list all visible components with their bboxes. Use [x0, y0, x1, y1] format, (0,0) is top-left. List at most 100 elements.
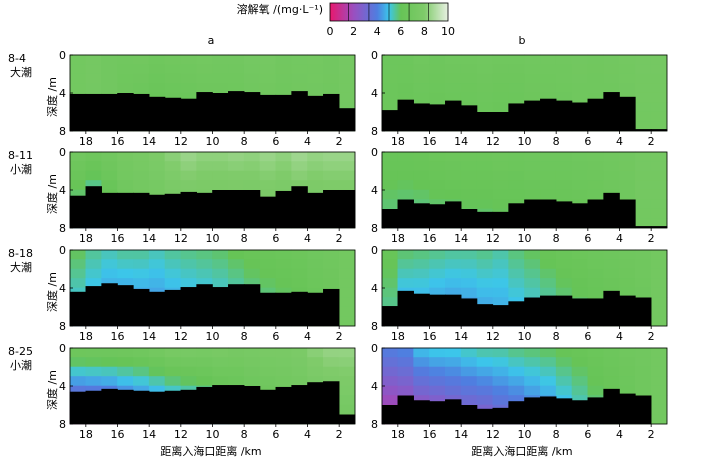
do-cell	[164, 357, 182, 368]
do-cell	[117, 64, 134, 75]
do-cell	[650, 121, 668, 132]
do-cell	[650, 64, 668, 75]
x-tick-label: 6	[272, 330, 279, 343]
do-cell	[338, 249, 356, 260]
seabed-bar	[133, 93, 150, 131]
do-cell	[635, 92, 652, 103]
do-cell	[275, 366, 292, 377]
do-cell	[101, 161, 118, 172]
do-cell	[476, 189, 494, 200]
do-cell	[524, 385, 541, 396]
do-cell	[603, 180, 620, 191]
seabed-bar	[85, 93, 102, 131]
do-cell	[540, 385, 557, 396]
do-cell	[397, 259, 414, 270]
do-cell	[291, 54, 308, 65]
do-cell	[445, 161, 462, 172]
do-cell	[635, 161, 652, 172]
x-tick-label: 16	[111, 135, 125, 148]
do-cell	[492, 385, 509, 396]
do-cell	[555, 249, 573, 260]
do-cell	[381, 64, 399, 75]
do-cell	[381, 287, 399, 298]
do-cell	[524, 278, 541, 289]
seabed-bar	[85, 390, 102, 424]
do-cell	[148, 347, 166, 358]
do-cell	[397, 366, 414, 377]
seabed-bar	[555, 295, 573, 326]
do-cell	[635, 366, 652, 377]
do-cell	[445, 278, 462, 289]
do-cell	[429, 161, 446, 172]
do-cell	[508, 83, 525, 94]
do-cell	[635, 259, 652, 270]
do-cell	[307, 170, 324, 181]
seabed-bar	[635, 129, 652, 131]
do-cell	[338, 64, 356, 75]
do-cell	[117, 268, 134, 279]
do-cell	[524, 64, 541, 75]
do-cell	[212, 54, 229, 65]
do-cell	[69, 268, 87, 279]
do-cell	[571, 83, 589, 94]
do-cell	[445, 189, 462, 200]
x-tick-label: 2	[648, 232, 655, 245]
do-cell	[587, 180, 604, 191]
do-cell	[397, 357, 414, 368]
do-cell	[587, 73, 604, 84]
do-cell	[445, 180, 462, 191]
seabed-bar	[101, 93, 118, 131]
do-cell	[180, 376, 197, 387]
seabed-bar	[460, 209, 478, 228]
do-cell	[619, 83, 636, 94]
do-cell	[650, 180, 668, 191]
do-cell	[492, 287, 509, 298]
do-cell	[117, 249, 134, 260]
x-tick-label: 10	[518, 232, 532, 245]
do-cell	[650, 316, 668, 327]
do-cell	[133, 161, 150, 172]
do-cell	[619, 189, 636, 200]
do-cell	[413, 249, 430, 260]
do-cell	[460, 170, 478, 181]
do-cell	[650, 259, 668, 270]
do-cell	[524, 259, 541, 270]
x-tick-label: 12	[486, 135, 500, 148]
do-cell	[460, 278, 478, 289]
do-cell	[196, 268, 213, 279]
do-cell	[413, 73, 430, 84]
do-cell	[101, 54, 118, 65]
do-cell	[243, 366, 261, 377]
do-cell	[180, 151, 197, 162]
do-cell	[508, 170, 525, 181]
do-cell	[619, 180, 636, 191]
do-cell	[587, 385, 604, 396]
colorbar-tick-label: 6	[397, 25, 404, 38]
x-tick-label: 4	[616, 232, 623, 245]
do-cell	[492, 180, 509, 191]
do-cell	[603, 376, 620, 387]
do-cell	[571, 376, 589, 387]
do-cell	[635, 208, 652, 219]
do-cell	[587, 170, 604, 181]
do-cell	[413, 268, 430, 279]
x-tick-label: 8	[241, 330, 248, 343]
do-cell	[275, 180, 292, 191]
seabed-bar	[650, 129, 668, 131]
do-cell	[85, 376, 102, 387]
do-cell	[338, 376, 356, 387]
seabed-bar	[413, 103, 430, 131]
do-cell	[635, 170, 652, 181]
do-cell	[117, 357, 134, 368]
do-cell	[429, 189, 446, 200]
seabed-bar	[603, 290, 620, 326]
do-cell	[429, 170, 446, 181]
colorbar-tick-label: 2	[350, 25, 357, 38]
column-label-a: a	[208, 34, 215, 47]
do-cell	[555, 180, 573, 191]
x-tick-label: 12	[486, 428, 500, 441]
do-cell	[524, 189, 541, 200]
do-cell	[196, 249, 213, 260]
do-cell	[429, 73, 446, 84]
do-cell	[413, 83, 430, 94]
